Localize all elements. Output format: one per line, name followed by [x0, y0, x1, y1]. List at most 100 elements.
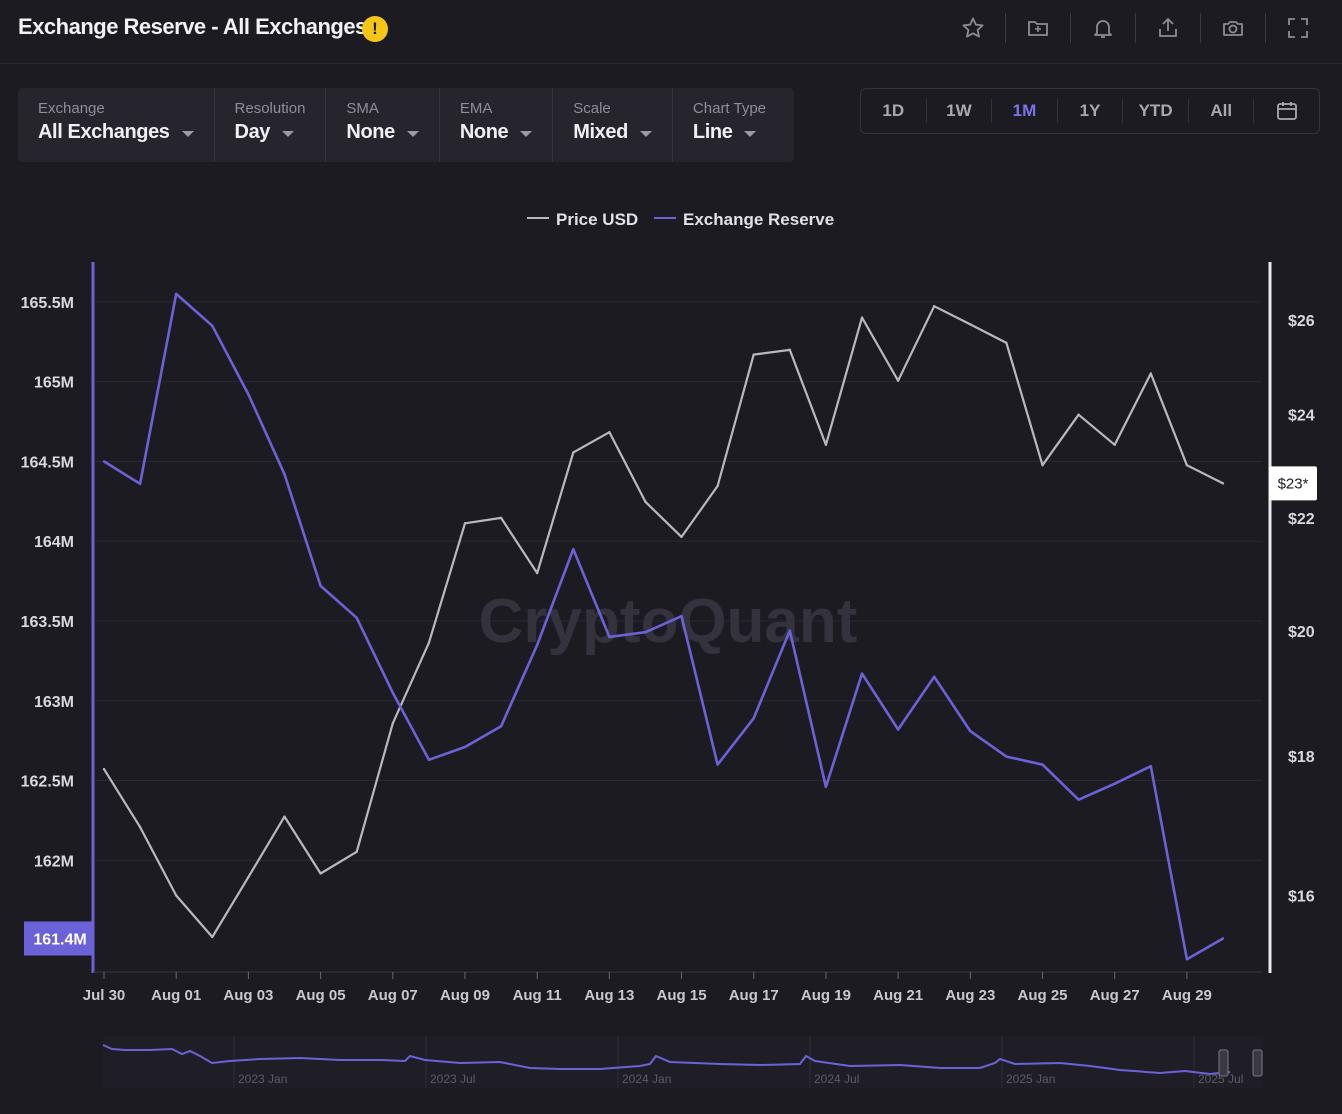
price-point[interactable]	[391, 722, 394, 725]
range-1d[interactable]: 1D	[861, 99, 927, 123]
reserve-point[interactable]	[355, 616, 358, 619]
chart-area[interactable]: CryptoQuant Price USD Exchange Reserve 1…	[0, 190, 1342, 1110]
price-point[interactable]	[644, 500, 647, 504]
price-point[interactable]	[824, 443, 828, 446]
legend: Price USD Exchange Reserve	[527, 210, 834, 229]
reserve-point[interactable]	[1041, 763, 1044, 766]
price-point[interactable]	[102, 767, 106, 771]
range-1y[interactable]: 1Y	[1058, 99, 1124, 123]
range-all[interactable]: All	[1189, 99, 1255, 123]
price-point[interactable]	[860, 316, 864, 319]
reserve-point[interactable]	[896, 728, 900, 731]
camera-icon[interactable]	[1217, 12, 1249, 44]
navigator-handle-right[interactable]	[1252, 1049, 1263, 1077]
price-point[interactable]	[463, 522, 467, 525]
reserve-point[interactable]	[391, 691, 394, 694]
right-tick-label: $22	[1288, 511, 1315, 528]
right-tick-label: $26	[1288, 313, 1315, 330]
range-ytd[interactable]: YTD	[1123, 99, 1189, 123]
price-point[interactable]	[680, 535, 683, 539]
price-point[interactable]	[138, 825, 142, 829]
price-point[interactable]	[969, 323, 972, 326]
reserve-point[interactable]	[102, 460, 106, 463]
scale-select[interactable]: Scale Mixed	[553, 88, 673, 162]
navigator-label: 2025 Jan	[1006, 1072, 1055, 1086]
reserve-point[interactable]	[860, 672, 864, 675]
price-point[interactable]	[1113, 443, 1116, 446]
bell-icon[interactable]	[1087, 12, 1119, 44]
reserve-point[interactable]	[1185, 958, 1189, 961]
price-point[interactable]	[788, 348, 792, 352]
reserve-point[interactable]	[138, 482, 142, 485]
reserve-point[interactable]	[1077, 798, 1080, 801]
legend-item-price[interactable]: Price USD	[527, 210, 638, 229]
folder-icon[interactable]	[1022, 12, 1054, 44]
reserve-point[interactable]	[319, 584, 322, 588]
reserve-point[interactable]	[680, 615, 683, 618]
left-tick-label: 163.5M	[21, 614, 74, 631]
chart-type-select[interactable]: Chart Type Line	[673, 88, 786, 162]
share-icon[interactable]	[1152, 12, 1184, 44]
reserve-point[interactable]	[535, 643, 539, 647]
price-point[interactable]	[1005, 341, 1008, 345]
navigator-line	[102, 1044, 1231, 1076]
reserve-point[interactable]	[1221, 937, 1225, 940]
reserve-point[interactable]	[283, 473, 286, 476]
price-point[interactable]	[1077, 413, 1080, 416]
price-point[interactable]	[896, 379, 900, 382]
reserve-point[interactable]	[752, 717, 755, 720]
reserve-point[interactable]	[788, 629, 792, 632]
reserve-point[interactable]	[969, 729, 972, 733]
reserve-point[interactable]	[463, 745, 467, 749]
price-point[interactable]	[319, 872, 322, 875]
price-usd-line[interactable]	[103, 305, 1224, 939]
range-1m[interactable]: 1M	[992, 99, 1058, 123]
star-icon[interactable]	[957, 12, 989, 44]
x-tick-label: Aug 23	[945, 987, 995, 1004]
sma-select[interactable]: SMA None	[326, 88, 440, 162]
price-point[interactable]	[716, 484, 719, 488]
reserve-point[interactable]	[1005, 755, 1008, 758]
price-point[interactable]	[572, 451, 575, 454]
price-point[interactable]	[174, 894, 178, 897]
calendar-icon[interactable]	[1254, 100, 1319, 122]
exchange-reserve-line[interactable]	[103, 292, 1224, 961]
right-tick-label: $18	[1288, 749, 1315, 766]
ema-select[interactable]: EMA None	[440, 88, 554, 162]
reserve-point[interactable]	[933, 675, 936, 679]
exchange-select[interactable]: Exchange All Exchanges	[18, 88, 215, 162]
price-point[interactable]	[1041, 464, 1044, 467]
price-point[interactable]	[211, 935, 214, 939]
legend-item-reserve[interactable]: Exchange Reserve	[654, 210, 834, 229]
resolution-select[interactable]: Resolution Day	[215, 88, 327, 162]
price-point[interactable]	[1221, 482, 1225, 485]
price-point[interactable]	[283, 815, 286, 818]
reserve-point[interactable]	[427, 758, 431, 761]
price-point[interactable]	[247, 875, 250, 879]
range-1w[interactable]: 1W	[927, 99, 993, 123]
navigator[interactable]: 2023 Jan 2023 Jul 2024 Jan 2024 Jul 2025 Jan…	[102, 1036, 1263, 1088]
price-point[interactable]	[752, 353, 755, 356]
reserve-point[interactable]	[499, 725, 503, 728]
reserve-point[interactable]	[824, 785, 828, 789]
price-point[interactable]	[933, 305, 936, 308]
info-icon[interactable]: !	[362, 16, 388, 42]
price-point[interactable]	[1149, 372, 1153, 375]
reserve-point[interactable]	[174, 292, 178, 296]
price-point[interactable]	[427, 641, 431, 645]
reserve-point[interactable]	[1113, 782, 1116, 785]
reserve-point[interactable]	[608, 635, 611, 639]
price-point[interactable]	[535, 571, 539, 575]
price-point[interactable]	[608, 430, 611, 434]
reserve-point[interactable]	[247, 393, 250, 396]
reserve-point[interactable]	[716, 763, 719, 766]
reserve-point[interactable]	[211, 324, 214, 328]
reserve-point[interactable]	[572, 547, 575, 551]
reserve-point[interactable]	[1149, 764, 1153, 768]
navigator-handle-left[interactable]	[1218, 1049, 1229, 1077]
price-point[interactable]	[499, 516, 503, 520]
price-point[interactable]	[1185, 464, 1189, 467]
fullscreen-icon[interactable]	[1282, 12, 1314, 44]
reserve-point[interactable]	[644, 630, 647, 634]
price-point[interactable]	[355, 850, 358, 854]
